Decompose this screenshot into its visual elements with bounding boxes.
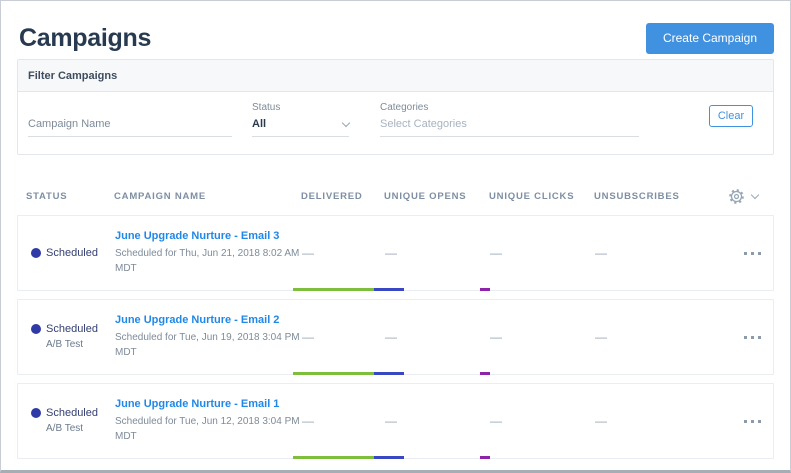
campaign-row: Scheduled June Upgrade Nurture - Email 3… [17, 215, 774, 291]
campaigns-page: Campaigns Create Campaign Filter Campaig… [0, 0, 791, 473]
campaign-link[interactable]: June Upgrade Nurture - Email 1 [115, 398, 302, 410]
status-text: Scheduled [46, 406, 98, 420]
column-header-delivered: DELIVERED [301, 191, 384, 202]
chevron-down-icon [751, 191, 759, 199]
status-field: Status All [252, 102, 349, 137]
page-title: Campaigns [19, 24, 151, 53]
status-dot-icon [31, 248, 41, 258]
campaign-link[interactable]: June Upgrade Nurture - Email 3 [115, 230, 302, 242]
campaign-schedule-text: Scheduled for Tue, Jun 19, 2018 3:04 PM … [115, 330, 302, 360]
unsubscribes-value: — [595, 414, 712, 428]
page-header: Campaigns Create Campaign [1, 1, 790, 57]
unique-clicks-value: — [490, 330, 595, 344]
campaign-row: Scheduled A/B Test June Upgrade Nurture … [17, 383, 774, 459]
unique-clicks-bar [480, 456, 490, 459]
unique-clicks-value: — [490, 246, 595, 260]
table-settings-control[interactable] [711, 188, 774, 205]
campaign-name-field [28, 118, 232, 137]
unique-opens-bar [374, 288, 404, 291]
status-select-value: All [252, 118, 266, 130]
unique-opens-value: — [385, 330, 490, 344]
clear-filters-button[interactable]: Clear [709, 105, 753, 127]
row-actions-cell [712, 416, 773, 427]
unsubscribes-value: — [595, 246, 712, 260]
column-header-unique-opens: UNIQUE OPENS [384, 191, 489, 202]
gear-icon [728, 188, 745, 205]
filter-panel: Filter Campaigns Status All Categories C… [17, 59, 774, 155]
ellipsis-icon[interactable] [744, 332, 761, 343]
chevron-down-icon [342, 119, 350, 127]
status-text: Scheduled [46, 322, 98, 336]
row-actions-cell [712, 332, 773, 343]
ab-test-badge: A/B Test [46, 338, 98, 352]
column-header-campaign-name: CAMPAIGN NAME [114, 191, 301, 202]
table-header-row: STATUS CAMPAIGN NAME DELIVERED UNIQUE OP… [17, 177, 774, 215]
column-header-status: STATUS [26, 191, 114, 202]
unique-clicks-bar [480, 372, 490, 375]
create-campaign-button[interactable]: Create Campaign [646, 23, 774, 54]
campaign-name-input[interactable] [28, 118, 232, 137]
filter-fields: Status All Categories Clear [18, 92, 773, 154]
unique-opens-bar [374, 372, 404, 375]
campaign-link[interactable]: June Upgrade Nurture - Email 2 [115, 314, 302, 326]
status-dot-icon [31, 324, 41, 334]
campaign-schedule-text: Scheduled for Thu, Jun 21, 2018 8:02 AM … [115, 246, 302, 276]
campaign-name-cell: June Upgrade Nurture - Email 1 Scheduled… [115, 398, 302, 444]
status-label: Status [252, 102, 349, 113]
ellipsis-icon[interactable] [744, 248, 761, 259]
unique-opens-bar [374, 456, 404, 459]
campaign-name-cell: June Upgrade Nurture - Email 3 Scheduled… [115, 230, 302, 276]
unique-clicks-value: — [490, 414, 595, 428]
column-header-unique-clicks: UNIQUE CLICKS [489, 191, 594, 202]
ab-test-badge: A/B Test [46, 422, 98, 436]
categories-field: Categories [380, 102, 639, 137]
campaign-row: Scheduled A/B Test June Upgrade Nurture … [17, 299, 774, 375]
ellipsis-icon[interactable] [744, 416, 761, 427]
filter-panel-title: Filter Campaigns [18, 60, 773, 92]
status-cell: Scheduled A/B Test [27, 406, 115, 436]
status-text: Scheduled [46, 246, 98, 260]
status-select[interactable]: All [252, 118, 349, 137]
delivered-value: — [302, 414, 385, 428]
delivered-bar [293, 456, 374, 459]
unique-clicks-bar [480, 288, 490, 291]
delivered-value: — [302, 330, 385, 344]
campaign-schedule-text: Scheduled for Tue, Jun 12, 2018 3:04 PM … [115, 414, 302, 444]
campaign-name-cell: June Upgrade Nurture - Email 2 Scheduled… [115, 314, 302, 360]
delivered-bar [293, 372, 374, 375]
status-cell: Scheduled A/B Test [27, 322, 115, 352]
status-cell: Scheduled [27, 246, 115, 260]
column-header-unsubscribes: UNSUBSCRIBES [594, 191, 711, 202]
categories-label: Categories [380, 102, 639, 113]
categories-input[interactable] [380, 118, 639, 137]
delivered-bar [293, 288, 374, 291]
status-dot-icon [31, 408, 41, 418]
unsubscribes-value: — [595, 330, 712, 344]
row-actions-cell [712, 248, 773, 259]
unique-opens-value: — [385, 414, 490, 428]
delivered-value: — [302, 246, 385, 260]
unique-opens-value: — [385, 246, 490, 260]
